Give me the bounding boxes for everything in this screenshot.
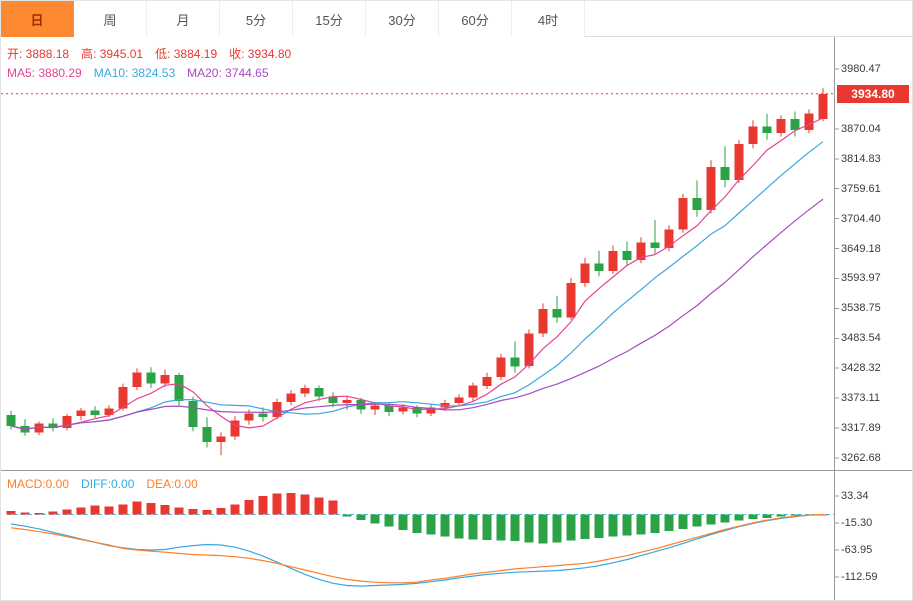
- diff-line: [10, 513, 824, 587]
- price-axis-label: 3814.83: [841, 152, 881, 165]
- low-value: 低: 3884.19: [155, 47, 218, 61]
- tab-min15[interactable]: 15分: [293, 1, 366, 37]
- candles: [6, 88, 828, 456]
- main-chart-panel: 开: 3888.18 高: 3945.01 低: 3884.19 收: 3934.80…: [1, 37, 913, 471]
- price-axis-label: 3759.61: [841, 182, 881, 195]
- tab-min30[interactable]: 30分: [366, 1, 439, 37]
- macd-readout: MACD:0.00 DIFF:0.00 DEA:0.00: [7, 476, 210, 492]
- tab-week[interactable]: 周: [74, 1, 147, 37]
- price-axis-label: 3483.54: [841, 332, 881, 345]
- macd-axis-label: -112.59: [841, 570, 878, 583]
- ma5-value: MA5: 3880.29: [7, 66, 82, 80]
- ma10-line: [10, 141, 824, 430]
- macd-histogram: [6, 492, 828, 544]
- macd-panel: MACD:0.00 DIFF:0.00 DEA:0.00 33.34 -15.30 -6…: [1, 471, 913, 601]
- price-axis-label: 3262.68: [841, 452, 881, 464]
- last-price-tag: 3934.80: [837, 84, 909, 103]
- macd-axis-label: 33.34: [841, 489, 869, 502]
- price-axis-label: 3704.40: [841, 212, 881, 225]
- tab-min60[interactable]: 60分: [439, 1, 512, 37]
- macd-value: MACD:0.00: [7, 477, 70, 491]
- ohlc-readout: 开: 3888.18 高: 3945.01 低: 3884.19 收: 3934.80: [7, 46, 303, 62]
- tab-day[interactable]: 日: [1, 1, 74, 37]
- dea-value: DEA:0.00: [146, 477, 198, 491]
- price-axis-label: 3980.47: [841, 63, 881, 75]
- dea-line: [10, 513, 824, 584]
- ma20-value: MA20: 3744.65: [187, 66, 269, 80]
- close-value: 收: 3934.80: [229, 47, 292, 61]
- price-axis-label: 3538.75: [841, 302, 881, 315]
- price-axis-label: 3870.04: [841, 122, 881, 135]
- tab-hour4[interactable]: 4时: [512, 1, 585, 37]
- macd-axis-label: -15.30: [841, 516, 873, 529]
- macd-chart[interactable]: [1, 471, 913, 601]
- candlestick-chart[interactable]: [1, 37, 913, 471]
- price-axis-label: 3593.97: [841, 272, 881, 285]
- open-value: 开: 3888.18: [7, 47, 70, 61]
- ma20-line: [10, 198, 824, 430]
- price-axis-label: 3649.18: [841, 242, 881, 255]
- macd-axis-label: -63.95: [841, 543, 873, 556]
- price-axis-label: 3373.11: [841, 392, 880, 405]
- timeframe-tabs: 日周月 5分 15分 30分 60分 4时: [1, 1, 912, 37]
- price-axis-label: 3317.89: [841, 422, 881, 435]
- price-axis-label: 3428.32: [841, 362, 881, 375]
- ma5-line: [10, 117, 824, 430]
- ma-readout: MA5: 3880.29 MA10: 3824.53 MA20: 3744.65: [7, 65, 281, 81]
- ma10-value: MA10: 3824.53: [93, 66, 176, 80]
- high-value: 高: 3945.01: [81, 47, 144, 61]
- diff-value: DIFF:0.00: [81, 477, 135, 491]
- tab-month[interactable]: 月: [147, 1, 220, 37]
- tab-min5[interactable]: 5分: [220, 1, 293, 37]
